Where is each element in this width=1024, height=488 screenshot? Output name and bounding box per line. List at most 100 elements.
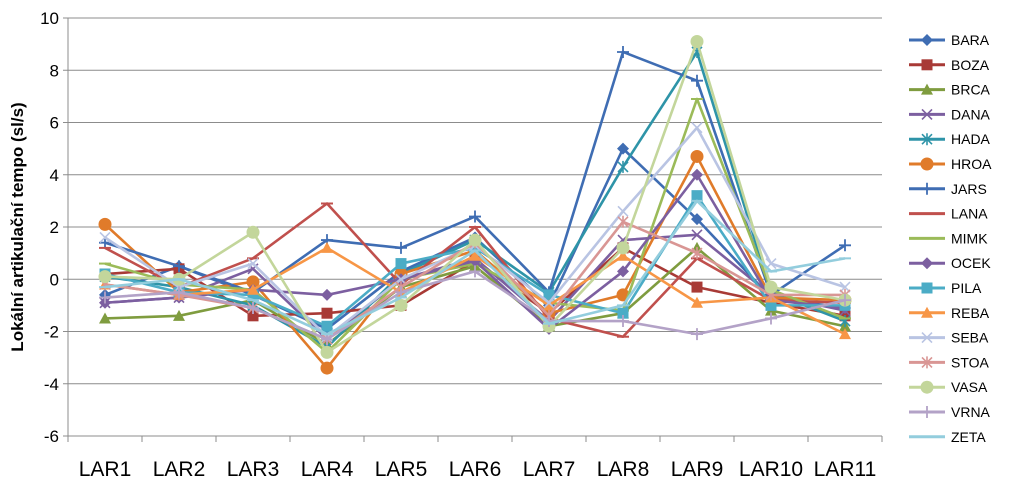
series-zeta [99,199,851,336]
legend-item-stoa: STOA [909,354,990,370]
y-tick-label: 8 [50,61,59,80]
legend-label: BRCA [951,82,991,98]
data-point [691,190,703,202]
x-tick-label: LAR3 [227,458,280,481]
legend-label: OCEK [951,255,991,271]
x-tick-label: LAR5 [375,458,428,481]
legend-marker [921,282,933,294]
x-tick-label: LAR10 [739,458,803,481]
y-tick-label: -2 [44,323,59,342]
data-point [839,328,851,340]
data-point [839,294,851,307]
y-tick-label: 10 [40,9,59,28]
legend-label: STOA [951,354,990,370]
legend-marker [920,380,934,394]
series-vrna [99,265,851,346]
legend-label: ZETA [951,429,986,445]
legend-label: LANA [951,206,988,222]
legend-marker [921,34,933,46]
data-point [691,296,703,308]
legend-item-hroa: HROA [909,156,992,172]
legend-label: HROA [951,156,992,172]
data-point [173,260,185,273]
data-point [617,160,629,173]
series-line [104,50,846,349]
legend-label: REBA [951,305,990,321]
legend-marker [921,182,933,195]
data-point [469,265,481,278]
data-point [99,231,111,244]
legend-marker [921,356,933,369]
legend-item-bara: BARA [909,32,990,48]
series-mimk [99,97,851,354]
data-point [469,210,481,223]
data-point [691,74,703,87]
x-tick-label: LAR1 [79,458,132,481]
legend-item-brca: BRCA [909,82,991,98]
data-point [543,299,555,311]
y-tick-label: 0 [50,270,59,289]
legend-marker [920,157,934,171]
legend-label: MIMK [951,230,988,246]
legend-marker [921,83,933,95]
legend-label: BOZA [951,57,990,73]
data-point [691,168,703,181]
legend-label: BARA [951,32,990,48]
legend-item-seba: SEBA [909,330,989,346]
x-tick-labels: LAR1 LAR2 LAR3 LAR4 LAR5 LAR6 LAR7 LAR8 LAR9 LAR1… [79,458,877,481]
legend-marker [921,306,933,318]
legend-item-pila: PILA [909,280,982,296]
legend-item-vrna: VRNA [909,404,991,420]
data-point [321,288,333,301]
data-point [246,275,260,289]
data-point [617,307,629,319]
y-tick-labels: -6 -4 -2 0 2 4 6 8 10 [40,9,59,446]
series-group [98,35,852,375]
data-point [691,213,703,226]
legend-item-zeta: ZETA [909,429,986,445]
data-point [395,258,407,270]
legend-label: PILA [951,280,982,296]
data-point [321,307,333,319]
data-point [690,35,704,49]
axes [63,17,883,442]
y-tick-label: -6 [44,427,59,446]
legend-item-lana: LANA [909,206,988,222]
data-point [617,265,629,278]
legend-item-vasa: VASA [909,379,988,395]
data-point [173,286,185,299]
data-point [320,361,334,375]
data-point [691,122,703,134]
legend-marker [921,257,933,270]
data-point [320,345,334,359]
data-point [247,310,259,322]
data-point [99,291,111,304]
data-point [691,281,703,293]
data-point [247,289,259,301]
grid-lines [68,17,882,385]
y-tick-label: 6 [50,114,59,133]
legend-label: VASA [951,379,988,395]
legend-item-boza: BOZA [909,57,990,73]
data-point [395,241,407,254]
data-point [247,283,259,295]
data-point [98,270,112,284]
data-point [617,315,629,328]
x-tick-label: LAR8 [597,458,650,481]
data-point [394,298,408,312]
data-point [321,320,333,332]
data-point [691,229,703,241]
data-point [691,247,703,260]
data-point [247,258,259,270]
series-vasa [98,35,852,359]
legend-item-dana: DANA [909,106,991,122]
data-point [617,215,629,228]
data-point [173,309,185,321]
data-point [839,281,851,293]
data-point [99,312,111,324]
data-point [764,280,778,294]
data-point [468,233,482,247]
legend-label: VRNA [951,404,991,420]
legend-item-jars: JARS [909,181,987,197]
